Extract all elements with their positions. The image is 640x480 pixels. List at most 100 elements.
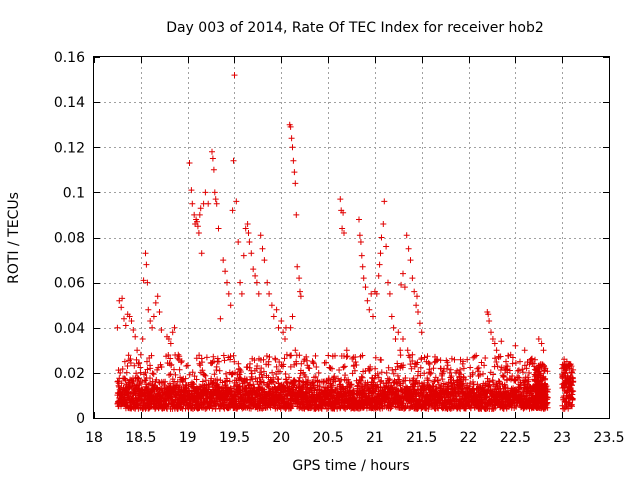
data-point [533, 369, 539, 376]
data-point [296, 352, 303, 359]
data-point [392, 336, 399, 342]
data-point [542, 365, 549, 372]
data-point [266, 354, 273, 360]
data-point [528, 356, 535, 363]
data-point [224, 279, 230, 286]
data-point [175, 351, 182, 358]
data-point [257, 378, 264, 385]
data-point [238, 290, 245, 297]
data-point [340, 364, 347, 371]
data-point [281, 355, 288, 362]
data-point [305, 377, 312, 384]
data-point [227, 302, 234, 309]
data-point [313, 364, 320, 370]
data-point [486, 378, 493, 385]
data-point [209, 148, 215, 155]
data-point [470, 378, 476, 385]
data-point [570, 379, 577, 386]
data-point [478, 359, 485, 366]
data-point [280, 329, 287, 336]
data-point [139, 378, 146, 385]
data-point [147, 375, 153, 382]
data-point [301, 356, 308, 363]
data-point [426, 361, 433, 367]
data-point [525, 376, 532, 383]
x-tick-label: 22 [460, 430, 478, 446]
data-point [297, 288, 303, 295]
data-point [467, 380, 474, 387]
data-point [165, 336, 172, 342]
data-point [292, 180, 299, 187]
data-point [504, 363, 511, 370]
y-tick-label: 0.04 [54, 321, 85, 337]
data-point [341, 363, 348, 370]
data-point [137, 364, 144, 371]
data-point [521, 347, 528, 354]
data-point [114, 378, 121, 385]
data-point [416, 320, 423, 327]
data-point [376, 261, 383, 268]
data-point [203, 354, 210, 361]
data-point [199, 359, 206, 366]
data-point [398, 281, 405, 288]
data-point [290, 157, 297, 164]
data-point [493, 359, 500, 365]
data-point [252, 272, 259, 279]
x-tick-label: 19 [179, 430, 197, 446]
data-point [223, 370, 229, 377]
data-point [165, 352, 172, 358]
data-point [447, 397, 454, 404]
data-point [489, 336, 496, 342]
data-point [134, 374, 141, 381]
data-point [273, 363, 280, 370]
data-point [245, 230, 252, 236]
data-point [229, 207, 236, 214]
x-tick-label: 18.5 [125, 430, 156, 446]
data-point [178, 358, 185, 364]
data-point [323, 359, 329, 366]
data-point [421, 354, 428, 361]
data-point [445, 383, 452, 390]
data-point [196, 211, 203, 218]
data-point [397, 347, 404, 354]
data-point [125, 352, 132, 359]
data-point [469, 369, 476, 376]
data-point [421, 379, 428, 386]
data-point [216, 367, 223, 374]
data-point [278, 318, 285, 324]
data-point [535, 336, 542, 342]
data-point [339, 225, 346, 232]
data-point [462, 376, 469, 383]
data-point [114, 324, 121, 331]
data-point [213, 363, 220, 370]
data-point [176, 366, 183, 373]
data-point [264, 279, 271, 286]
data-point [331, 373, 338, 380]
data-point [265, 383, 272, 390]
data-point [297, 293, 304, 300]
data-point [289, 313, 296, 320]
data-point [189, 369, 196, 376]
data-point [136, 359, 143, 366]
data-point [137, 351, 144, 358]
data-point [428, 369, 435, 376]
data-point [332, 352, 338, 359]
data-point [268, 302, 275, 309]
x-tick-label: 20 [272, 430, 290, 446]
data-point [177, 382, 183, 389]
data-point [359, 352, 366, 359]
data-point [386, 376, 393, 383]
data-point [220, 352, 227, 359]
data-point [370, 313, 376, 320]
data-point [362, 284, 369, 291]
data-point [506, 367, 513, 374]
data-point [542, 401, 548, 408]
data-point [169, 329, 176, 336]
data-point [515, 374, 522, 381]
data-point [270, 374, 277, 381]
data-point [477, 371, 483, 378]
data-point [158, 364, 165, 370]
data-point [227, 385, 234, 392]
data-point [320, 378, 327, 385]
data-point [378, 357, 385, 363]
